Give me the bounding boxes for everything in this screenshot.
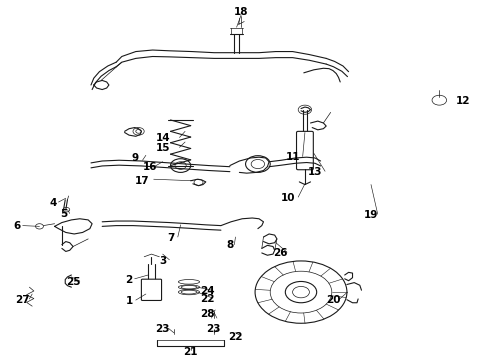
Text: 8: 8 <box>226 240 234 250</box>
Text: 11: 11 <box>285 152 300 162</box>
Text: 10: 10 <box>281 193 295 203</box>
Text: 26: 26 <box>273 248 288 258</box>
Text: 21: 21 <box>183 347 198 357</box>
Text: 12: 12 <box>456 96 470 106</box>
Text: 14: 14 <box>155 133 170 143</box>
Text: 20: 20 <box>326 295 340 305</box>
FancyBboxPatch shape <box>296 131 313 170</box>
Text: 17: 17 <box>135 176 150 186</box>
Text: 1: 1 <box>125 296 133 306</box>
Text: 2: 2 <box>125 275 133 284</box>
Text: 4: 4 <box>49 198 57 208</box>
Text: 9: 9 <box>131 153 138 163</box>
Text: 15: 15 <box>155 143 170 153</box>
Text: 3: 3 <box>159 256 166 266</box>
Text: 23: 23 <box>155 324 170 334</box>
Text: 7: 7 <box>167 233 174 243</box>
Text: 5: 5 <box>60 209 68 219</box>
Text: 13: 13 <box>308 167 322 177</box>
Text: 27: 27 <box>15 295 30 305</box>
Text: 16: 16 <box>143 162 157 172</box>
Text: 22: 22 <box>200 293 215 303</box>
Text: 18: 18 <box>234 8 248 17</box>
Text: 25: 25 <box>66 277 80 287</box>
FancyBboxPatch shape <box>142 279 162 301</box>
Text: 23: 23 <box>206 324 220 334</box>
Text: 19: 19 <box>364 210 378 220</box>
Text: 6: 6 <box>13 221 21 231</box>
Text: 22: 22 <box>228 332 243 342</box>
Text: 28: 28 <box>200 309 215 319</box>
Text: 24: 24 <box>200 286 215 296</box>
